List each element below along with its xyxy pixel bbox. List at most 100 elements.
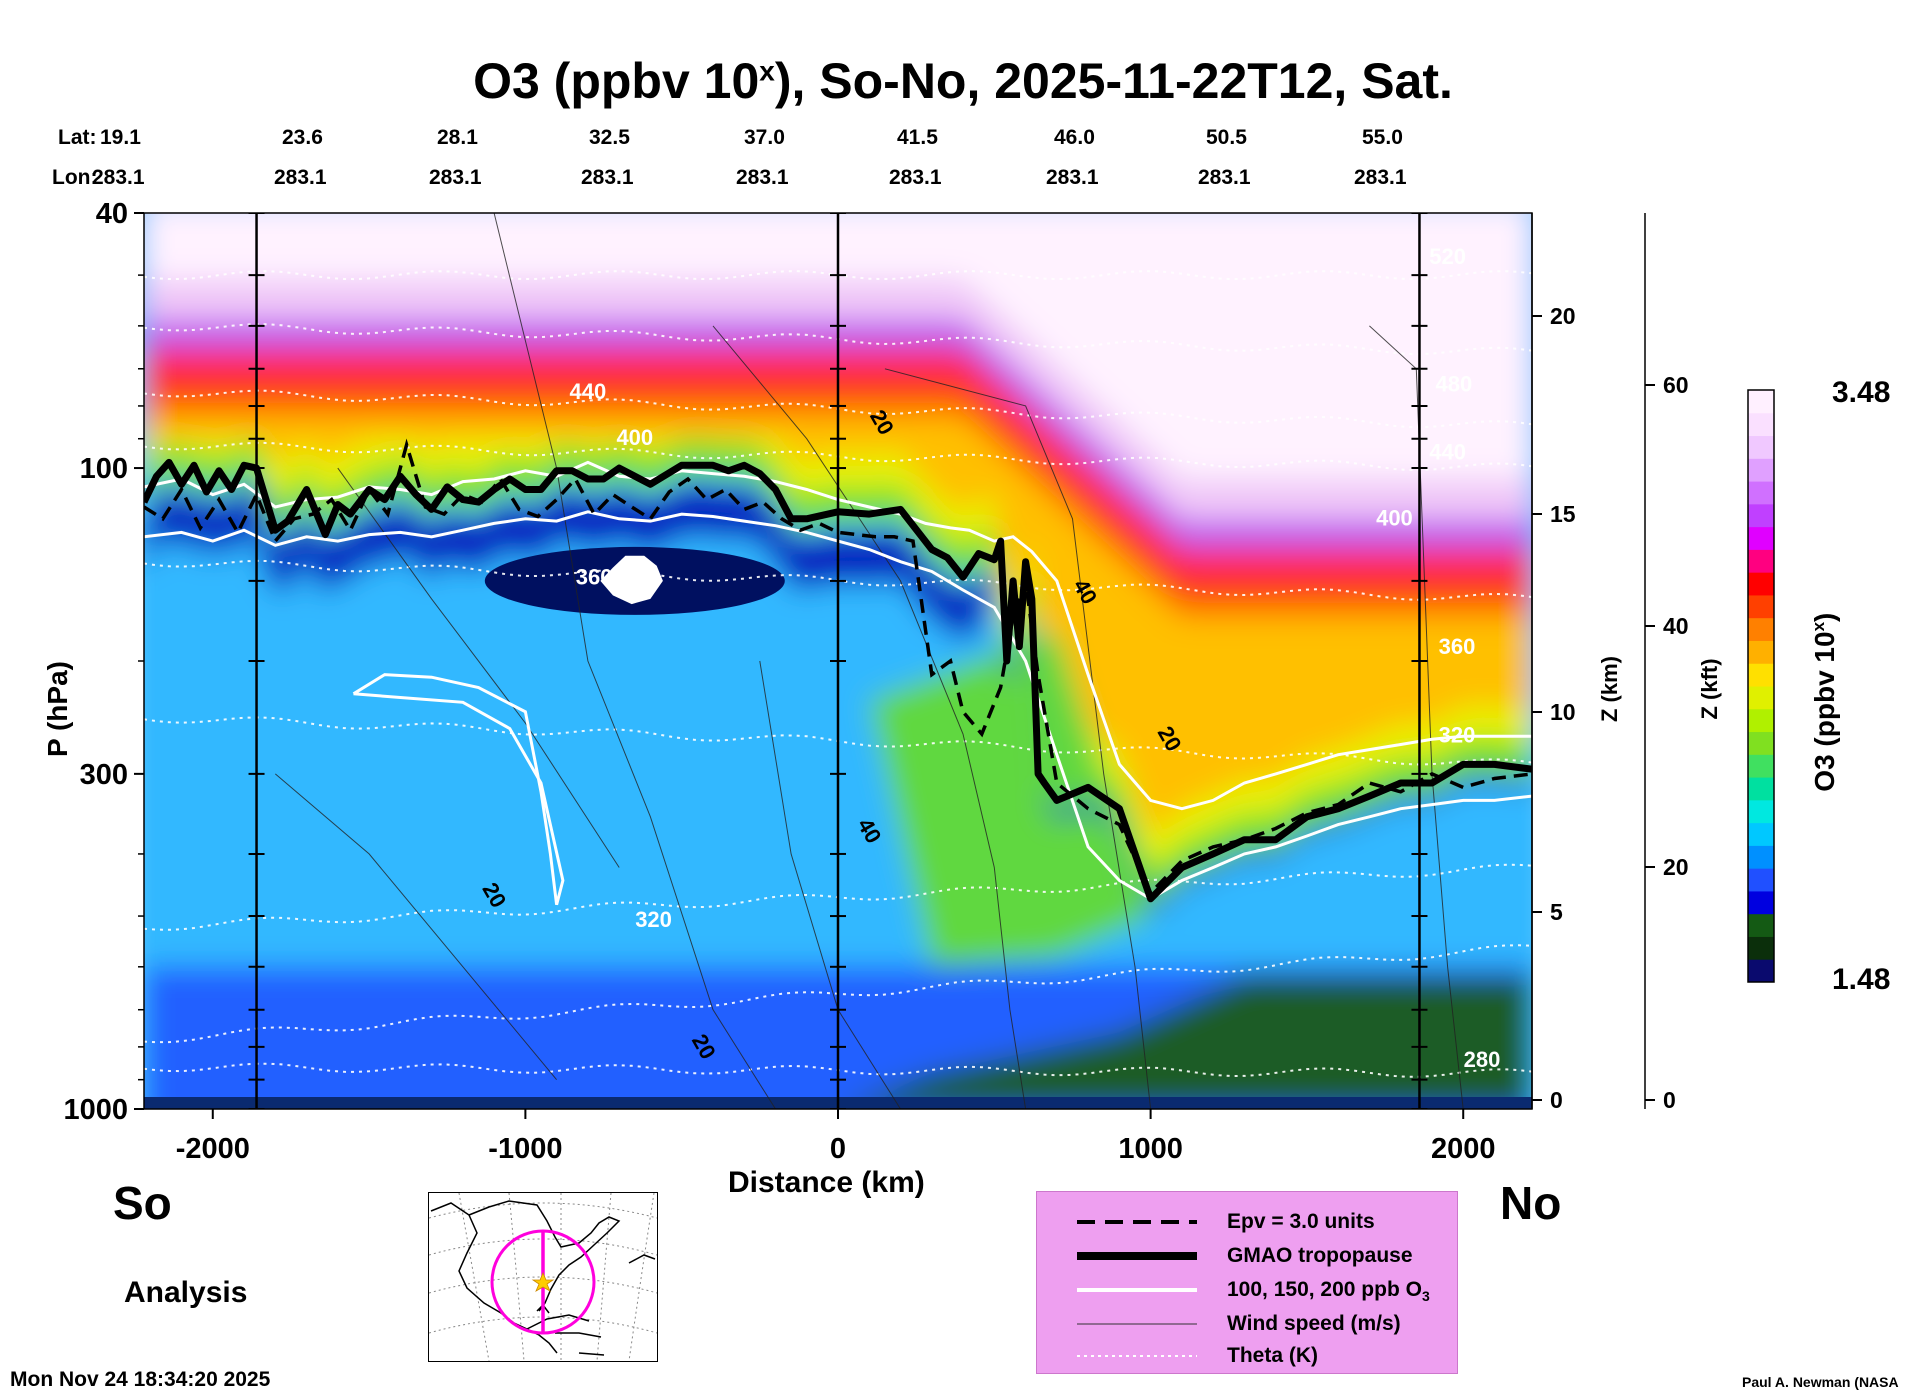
z-km-tick-label: 20 <box>1550 303 1576 329</box>
x-tick-label: 0 <box>830 1133 846 1165</box>
chart-title-sup: x <box>759 55 775 87</box>
lon-value: 283.1 <box>889 166 942 189</box>
colorbar-swatch <box>1748 959 1774 983</box>
chart-title-rest: ), So-No, 2025-11-22T12, Sat. <box>774 53 1453 109</box>
legend-item-epv: Epv = 3.0 units <box>1037 1210 1457 1240</box>
wind-line <box>759 660 901 1109</box>
legend-item-theta: Theta (K) <box>1037 1344 1457 1374</box>
lat-value: 19.1 <box>100 126 141 149</box>
chart-title-main: O3 (ppbv 10 <box>473 53 760 109</box>
strat-band <box>144 213 1532 479</box>
lat-value: 32.5 <box>589 126 630 149</box>
theta-label: 520 <box>1429 244 1466 269</box>
analysis-label: Analysis <box>124 1276 248 1309</box>
colorbar-swatch <box>1748 390 1774 414</box>
colorbar-swatch <box>1748 481 1774 505</box>
legend-label-epv: Epv = 3.0 units <box>1227 1210 1375 1233</box>
lon-value: 283.1 <box>1354 166 1407 189</box>
legend-thick-sample <box>1077 1252 1197 1260</box>
z-km-axis-title: Z (km) <box>1597 656 1622 722</box>
colorbar-swatch <box>1748 936 1774 960</box>
legend-label-tropopause: GMAO tropopause <box>1227 1244 1413 1267</box>
x-tick-label: -2000 <box>176 1133 250 1165</box>
x-tick-label: -1000 <box>488 1133 562 1165</box>
lon-value: 283.1 <box>736 166 789 189</box>
colorbar-swatch <box>1748 617 1774 641</box>
lon-header-label: Lon: <box>52 166 98 189</box>
theta-label: 360 <box>1439 634 1476 659</box>
theta-label: 440 <box>570 379 607 404</box>
y-tick-label: 100 <box>80 453 128 485</box>
lat-value: 23.6 <box>282 126 323 149</box>
z-km-tick-label: 10 <box>1550 699 1576 725</box>
z-kft-tick-label: 60 <box>1663 372 1689 398</box>
legend-dotted-sample <box>1077 1355 1197 1357</box>
map-center-star-icon <box>531 1271 555 1292</box>
strat-band <box>144 348 1532 574</box>
colorbar-swatch <box>1748 868 1774 892</box>
y-axis-title: P (hPa) <box>42 661 73 757</box>
lat-value: 28.1 <box>437 126 478 149</box>
colorbar-swatch <box>1748 822 1774 846</box>
wind-line <box>274 773 557 1081</box>
legend-label-o3-text: 100, 150, 200 ppb O <box>1227 1278 1422 1301</box>
strat-band <box>144 278 1532 519</box>
strat-band <box>144 373 1532 599</box>
lat-value: 55.0 <box>1362 126 1403 149</box>
colorbar-swatch <box>1748 708 1774 733</box>
z-kft-axis-title: Z (kft) <box>1697 658 1722 720</box>
colorbar-swatch <box>1748 686 1774 710</box>
timestamp: Mon Nov 24 18:34:20 2025 <box>10 1368 271 1391</box>
theta-label: 280 <box>1464 1047 1501 1072</box>
lat-value: 46.0 <box>1054 126 1095 149</box>
strat-band <box>144 318 1532 549</box>
theta-label: 440 <box>1429 440 1466 465</box>
colorbar-swatch <box>1748 526 1774 550</box>
theta-label: 480 <box>1435 372 1472 397</box>
lon-value: 283.1 <box>429 166 482 189</box>
theta-label: 400 <box>616 425 653 450</box>
colorbar-swatch <box>1748 845 1774 869</box>
legend-label-wind: Wind speed (m/s) <box>1227 1312 1401 1335</box>
north-label: No <box>1500 1177 1562 1229</box>
colorbar-swatch <box>1748 435 1774 459</box>
y-tick-label: 40 <box>96 198 128 230</box>
wind-line <box>493 213 776 1109</box>
legend-item-tropopause: GMAO tropopause <box>1037 1244 1457 1274</box>
colorbar-swatch <box>1748 549 1774 573</box>
y-tick-label: 300 <box>80 759 128 791</box>
colorbar-swatch <box>1748 731 1774 755</box>
wind-line <box>884 368 1152 1109</box>
legend-item-wind: Wind speed (m/s) <box>1037 1312 1457 1342</box>
theta-label: 400 <box>1376 506 1413 531</box>
theta-line <box>144 944 1532 1044</box>
credit: Paul A. Newman (NASA <box>1742 1374 1899 1390</box>
white-blob <box>600 555 663 605</box>
lon-value: 283.1 <box>1198 166 1251 189</box>
lat-value: 41.5 <box>897 126 938 149</box>
colorbar-swatch <box>1748 663 1774 687</box>
z-km-tick-label: 0 <box>1550 1087 1563 1113</box>
colorbar-title-sup: x <box>1808 621 1828 632</box>
legend-thin-sample <box>1077 1323 1197 1325</box>
tropopause-line <box>144 458 1532 903</box>
lon-value: 283.1 <box>92 166 145 189</box>
legend-label-o3-contours: 100, 150, 200 ppb O3 <box>1227 1278 1430 1304</box>
colorbar-title-main: O3 (ppbv 10 <box>1809 631 1841 792</box>
colorbar-title-end: ) <box>1809 612 1841 622</box>
colorbar-swatch <box>1748 777 1774 801</box>
lat-value: 37.0 <box>744 126 785 149</box>
south-label: So <box>113 1177 172 1229</box>
colorbar-swatch <box>1748 890 1774 915</box>
theta-label: 360 <box>576 565 613 590</box>
colorbar-swatch <box>1748 640 1774 664</box>
o3-plume-contour <box>352 673 565 906</box>
colorbar-swatch <box>1748 458 1774 482</box>
colorbar-swatch <box>1748 503 1774 528</box>
legend: Epv = 3.0 units GMAO tropopause 100, 150… <box>1036 1191 1458 1374</box>
colorbar-title: O3 (ppbv 10x) <box>1809 582 1841 822</box>
x-axis-title: Distance (km) <box>728 1166 925 1199</box>
lat-header-label: Lat: <box>58 126 97 149</box>
legend-item-o3-contours: 100, 150, 200 ppb O3 <box>1037 1278 1457 1308</box>
legend-label-theta: Theta (K) <box>1227 1344 1318 1367</box>
